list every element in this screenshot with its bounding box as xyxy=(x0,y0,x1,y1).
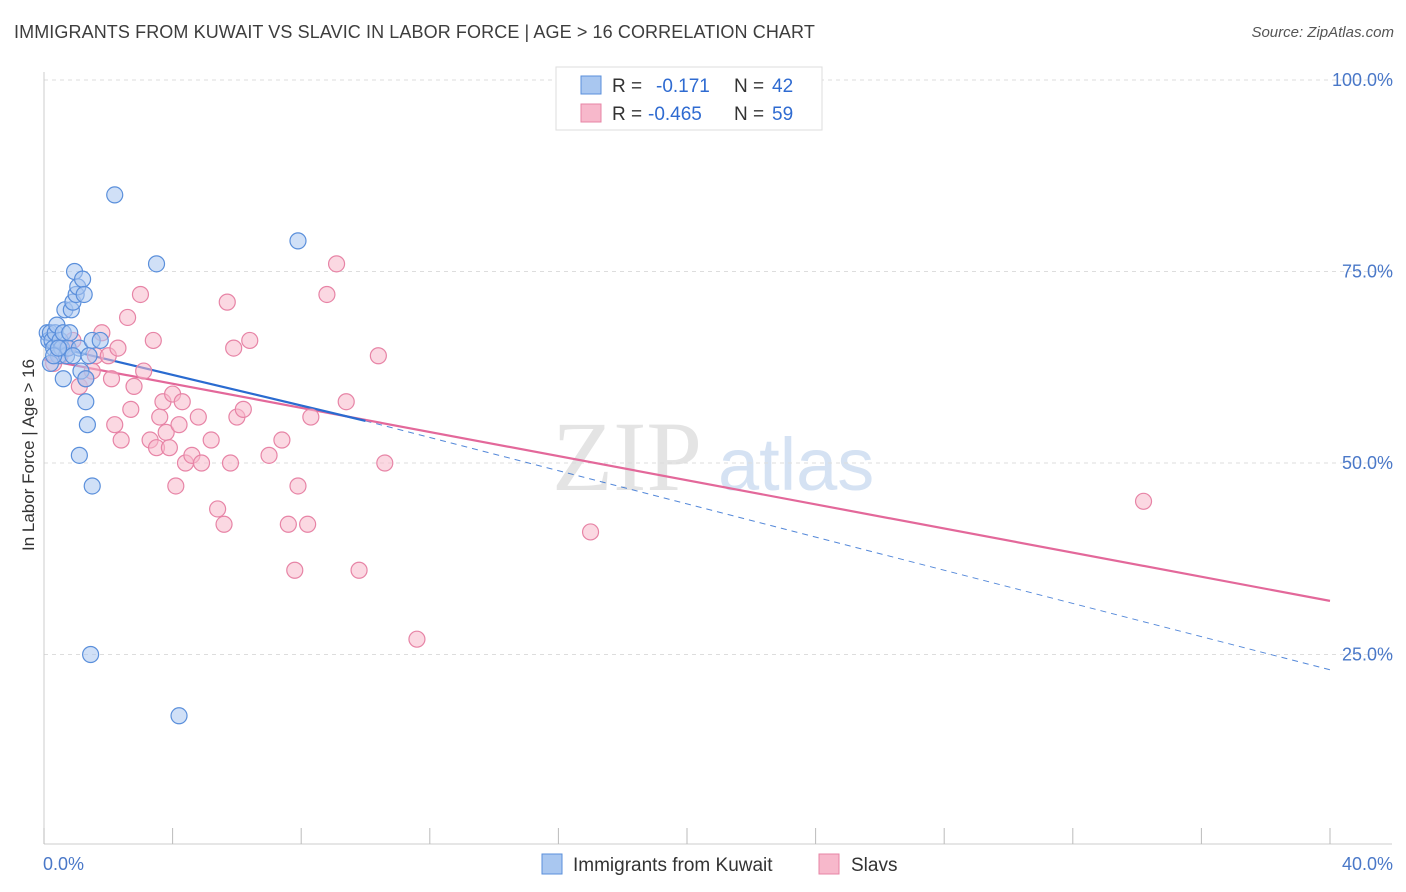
data-point-slavs xyxy=(170,416,188,434)
data-point-kuwait xyxy=(64,347,82,365)
data-point-kuwait xyxy=(77,393,95,411)
data-point-kuwait xyxy=(61,324,79,342)
data-point-slavs xyxy=(160,439,178,457)
data-point-kuwait xyxy=(70,446,88,464)
data-point-slavs xyxy=(173,393,191,411)
y-axis-label: In Labor Force | Age > 16 xyxy=(19,359,38,551)
data-point-kuwait xyxy=(106,186,124,204)
data-point-slavs xyxy=(318,285,336,304)
data-point-slavs xyxy=(234,400,252,418)
data-point-slavs xyxy=(218,293,236,311)
bottom-legend-label-kuwait: Immigrants from Kuwait xyxy=(573,855,773,876)
data-point-slavs xyxy=(192,454,211,472)
data-point-slavs xyxy=(369,347,387,365)
data-point-slavs xyxy=(202,431,220,449)
data-point-slavs xyxy=(408,630,426,648)
data-point-kuwait xyxy=(80,347,98,365)
data-point-kuwait xyxy=(73,270,92,288)
axes xyxy=(43,72,1392,845)
legend-r-label-2: R = xyxy=(612,104,642,125)
legend-n-label-2: N = xyxy=(734,104,764,125)
watermark: ZIP atlas xyxy=(552,401,874,512)
y-tick-label: 25.0% xyxy=(1342,645,1393,665)
data-point-slavs xyxy=(189,408,207,426)
watermark-atlas: atlas xyxy=(718,423,874,506)
data-point-slavs xyxy=(221,454,240,472)
source-credit: Source: ZipAtlas.com xyxy=(1251,24,1394,41)
data-point-kuwait xyxy=(49,339,68,357)
data-point-kuwait xyxy=(75,285,93,304)
tick-labels: 25.0% 50.0% 75.0% 100.0% 0.0% 40.0% xyxy=(43,70,1393,874)
data-points xyxy=(38,186,1153,725)
data-point-kuwait xyxy=(147,255,166,273)
data-point-slavs xyxy=(286,561,304,579)
y-tick-label: 75.0% xyxy=(1342,262,1393,282)
legend-r-label-1: R = xyxy=(612,76,642,97)
data-point-kuwait xyxy=(91,331,109,350)
data-point-slavs xyxy=(209,500,227,518)
legend-n-label-1: N = xyxy=(734,76,764,97)
data-point-kuwait xyxy=(82,645,100,664)
data-point-slavs xyxy=(215,515,233,533)
data-point-slavs xyxy=(118,308,137,327)
data-point-slavs xyxy=(1134,492,1153,510)
data-point-slavs xyxy=(102,370,121,388)
trend-line-kuwait-extension xyxy=(365,420,1331,671)
data-point-slavs xyxy=(125,377,143,395)
legend-r-value-1: -0.171 xyxy=(656,76,710,97)
data-point-slavs xyxy=(122,400,140,418)
y-tick-label: 100.0% xyxy=(1332,70,1393,90)
correlation-legend: R = -0.171 N = 42 R = -0.465 N = 59 xyxy=(555,66,823,131)
bottom-legend-label-slavs: Slavs xyxy=(851,855,897,876)
data-point-kuwait xyxy=(83,477,101,495)
series-legend: Immigrants from Kuwait Slavs xyxy=(541,853,897,876)
data-point-slavs xyxy=(376,454,394,472)
data-point-slavs xyxy=(109,339,127,357)
trend-line-slavs xyxy=(43,358,1331,602)
data-point-slavs xyxy=(131,285,150,304)
gridlines xyxy=(44,79,1392,655)
data-point-slavs xyxy=(241,331,259,350)
legend-swatch-slavs xyxy=(580,103,602,123)
legend-n-value-1: 42 xyxy=(772,76,793,97)
bottom-legend-swatch-kuwait xyxy=(541,853,563,875)
data-point-slavs xyxy=(135,362,153,380)
data-point-slavs xyxy=(350,561,368,579)
data-point-slavs xyxy=(273,431,291,449)
bottom-legend-swatch-slavs xyxy=(818,853,840,875)
legend-swatch-kuwait xyxy=(580,75,602,95)
data-point-slavs xyxy=(151,408,169,426)
legend-n-value-2: 59 xyxy=(772,104,793,125)
legend-r-value-2: -0.465 xyxy=(648,104,702,125)
data-point-slavs xyxy=(225,339,243,357)
y-tick-label: 50.0% xyxy=(1342,453,1393,473)
data-point-slavs xyxy=(144,331,162,350)
data-point-slavs xyxy=(167,477,185,495)
data-point-slavs xyxy=(327,255,346,273)
data-point-slavs xyxy=(112,431,130,449)
data-point-slavs xyxy=(289,477,307,495)
data-point-kuwait xyxy=(289,232,307,250)
data-point-kuwait xyxy=(77,370,95,388)
data-point-slavs xyxy=(260,446,278,464)
data-point-kuwait xyxy=(54,370,72,388)
data-point-slavs xyxy=(106,416,124,434)
data-point-slavs xyxy=(337,393,355,411)
x-tick-label: 0.0% xyxy=(43,854,84,874)
data-point-slavs xyxy=(279,515,297,533)
data-point-kuwait xyxy=(170,707,188,725)
data-point-slavs xyxy=(299,515,317,533)
data-point-slavs xyxy=(302,408,320,426)
data-point-kuwait xyxy=(78,416,97,434)
chart-title: IMMIGRANTS FROM KUWAIT VS SLAVIC IN LABO… xyxy=(14,22,815,42)
x-tick-label: 40.0% xyxy=(1342,854,1393,874)
data-point-slavs xyxy=(581,523,600,541)
watermark-zip: ZIP xyxy=(552,401,702,512)
